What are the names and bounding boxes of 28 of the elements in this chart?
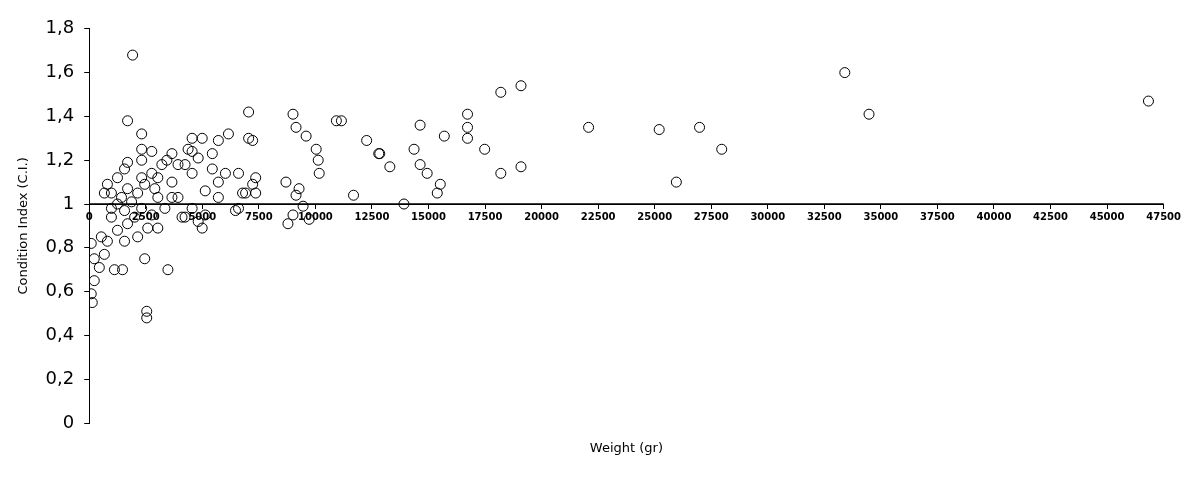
x-axis-title: Weight (gr) [589,440,663,456]
x-tick-label: 45000 [1089,210,1125,222]
y-tick-label: 0,4 [45,323,75,345]
x-tick-label: 40000 [976,210,1012,222]
x-tick-label: 15000 [411,210,446,222]
y-tick-label: 0,8 [45,235,75,257]
y-tick-label: 0 [62,410,75,432]
y-tick-label: 1,4 [45,104,75,126]
x-tick-label: 22500 [580,210,616,222]
y-tick-label: 0,2 [45,366,75,388]
x-tick-label: 42500 [1033,210,1068,222]
x-tick-label: 27500 [693,210,729,222]
y-tick-label: 1 [62,191,75,213]
y-tick-label: 1,2 [45,147,75,169]
x-tick-label: 37500 [920,210,955,222]
x-tick-label: 7500 [244,210,273,222]
x-tick-label: 12500 [354,210,390,222]
x-tick-label: 17500 [467,210,503,222]
x-tick-label: 20000 [524,210,560,222]
y-tick-label: 0,6 [45,279,75,301]
y-tick-label: 1,6 [45,60,75,82]
x-tick-label: 25000 [637,210,673,222]
x-tick-label: 32500 [806,210,842,222]
x-tick-label: 35000 [863,210,899,222]
y-axis-title: Condition Index (C.I.) [15,157,31,295]
y-tick-label: 1,8 [45,16,75,38]
x-tick-label: 30000 [750,210,786,222]
x-tick-label: 47500 [1146,210,1182,222]
